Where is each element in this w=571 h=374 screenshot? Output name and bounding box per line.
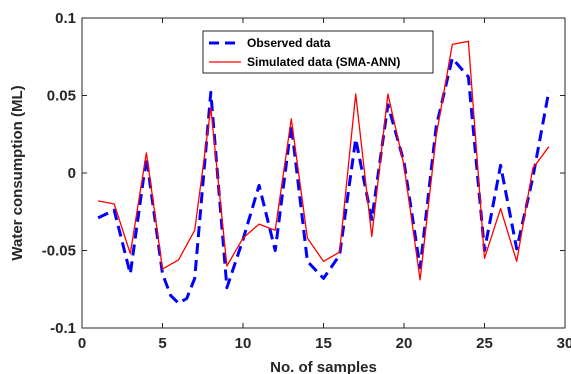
x-tick-label: 10	[235, 335, 252, 352]
x-tick-label: 30	[557, 335, 571, 352]
y-tick-label: 0	[68, 165, 76, 182]
y-tick-label: 0.05	[47, 88, 76, 105]
x-axis-title: No. of samples	[270, 359, 377, 374]
y-axis-title: Water consumption (ML)	[9, 85, 26, 260]
legend-box	[202, 30, 434, 74]
legend: Observed data Simulated data (SMA-ANN)	[202, 30, 434, 74]
y-tick-label: -0.1	[50, 320, 76, 337]
x-tick-label: 15	[315, 335, 332, 352]
y-tick-label: -0.05	[42, 243, 76, 260]
series-layer	[97, 40, 551, 305]
legend-label-simulated: Simulated data (SMA-ANN)	[247, 55, 400, 69]
series-line-observed	[97, 56, 551, 305]
x-tick-label: 5	[158, 335, 166, 352]
x-tick-label: 25	[476, 335, 493, 352]
series-line-simulated	[97, 40, 550, 281]
y-tick-label: 0.1	[55, 10, 76, 27]
legend-label-observed: Observed data	[247, 36, 331, 50]
ticks-layer: 0 5 10 15 20 25 30 -0.1 -0.05 0 0.05 0.1	[42, 10, 571, 352]
x-tick-label: 0	[78, 335, 86, 352]
x-tick-label: 20	[396, 335, 413, 352]
